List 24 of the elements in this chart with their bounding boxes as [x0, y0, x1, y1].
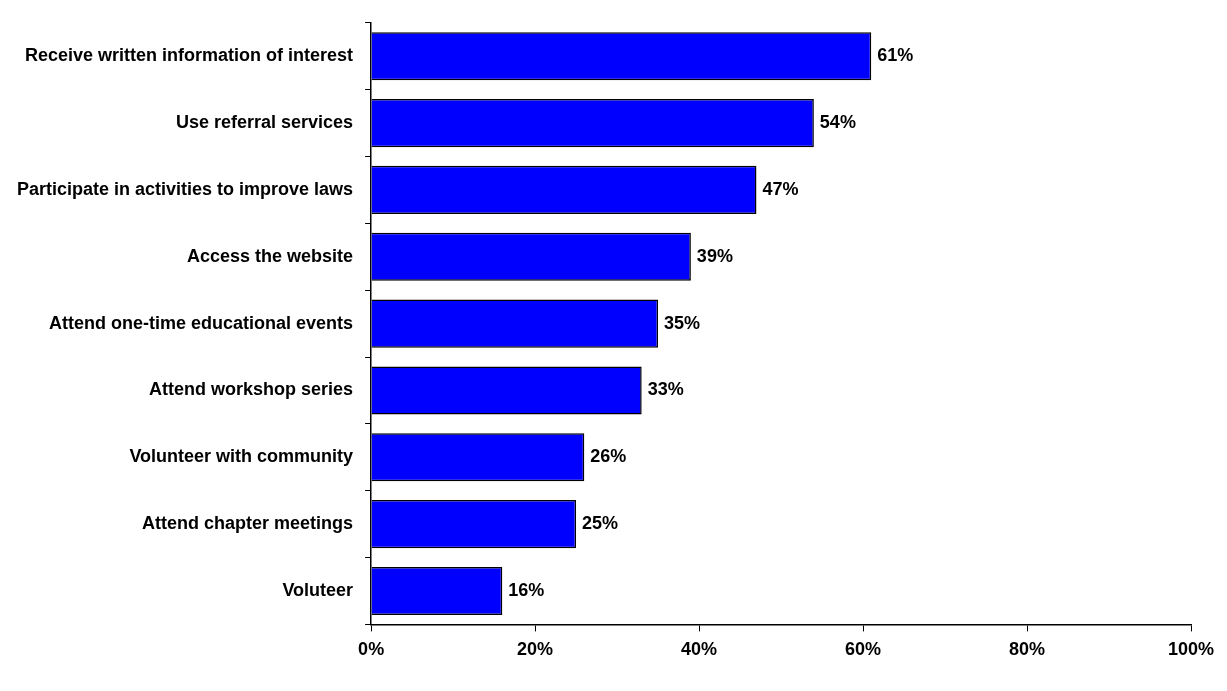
- y-tick-label: Attend workshop series: [149, 379, 354, 400]
- data-label: 47%: [762, 178, 799, 199]
- y-tick-label: Participate in activities to improve laws: [17, 178, 354, 199]
- data-label: 39%: [696, 245, 733, 266]
- x-tick-label: 100%: [1167, 639, 1215, 660]
- x-tick-label: 20%: [517, 639, 554, 660]
- y-tick-label: Receive written information of interest: [25, 45, 354, 66]
- data-label: 16%: [508, 579, 545, 600]
- x-tick-label: 80%: [1009, 639, 1046, 660]
- y-tick-label: Attend chapter meetings: [142, 513, 354, 534]
- data-label: 33%: [647, 379, 684, 400]
- x-tick-label: 0%: [358, 639, 385, 660]
- data-label: 25%: [582, 513, 619, 534]
- x-tick-label: 40%: [681, 639, 718, 660]
- y-tick-label: Access the website: [187, 245, 354, 266]
- data-label: 26%: [590, 446, 627, 467]
- y-tick-label: Volunteer with community: [129, 446, 354, 467]
- y-tick-label: Voluteer: [282, 579, 354, 600]
- y-tick-label: Use referral services: [175, 112, 354, 133]
- data-label: 61%: [877, 45, 914, 66]
- data-label: 54%: [819, 112, 856, 133]
- x-tick-label: 60%: [845, 639, 882, 660]
- data-label: 35%: [664, 312, 701, 333]
- y-tick-label: Attend one-time educational events: [49, 312, 354, 333]
